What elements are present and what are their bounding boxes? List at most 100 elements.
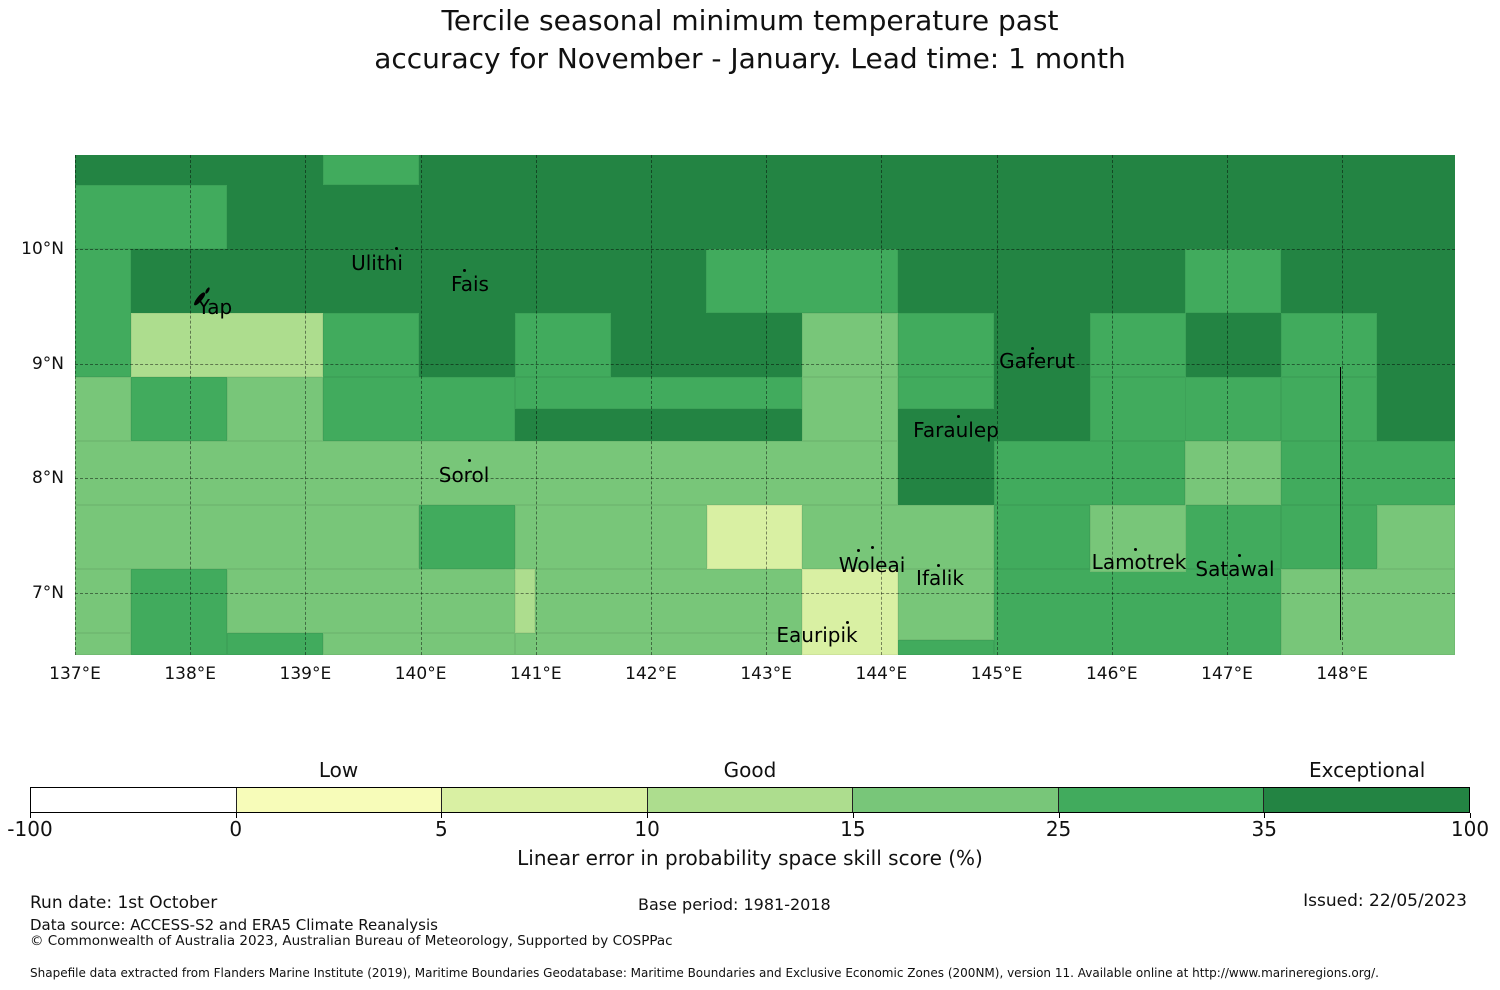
colorbar-tick-mark <box>1264 813 1266 818</box>
y-axis-tick-label: 7°N <box>31 583 64 603</box>
map-gridline-horizontal <box>75 249 1455 250</box>
map-cell <box>1281 569 1455 655</box>
map-cell <box>898 313 994 377</box>
colorbar-segment <box>852 788 1058 812</box>
colorbar-tick-mark <box>235 813 237 818</box>
run-date-text: Run date: 1st October <box>30 893 218 913</box>
colorbar-tick-label: 10 <box>634 817 660 841</box>
chart-title-line1: Tercile seasonal minimum temperature pas… <box>441 4 1059 37</box>
map-cell <box>131 377 227 441</box>
island-dot-lamotrek <box>1134 548 1137 551</box>
map-cell <box>898 569 994 640</box>
map-cell <box>1185 441 1281 505</box>
map-cell <box>1281 377 1377 441</box>
colorbar-tick-mark <box>1470 813 1471 818</box>
map-gridline-vertical <box>535 155 537 655</box>
map-cell <box>227 633 323 655</box>
map-cell <box>515 633 802 655</box>
map-cell <box>535 569 802 633</box>
colorbar-tick-label: 0 <box>229 817 243 841</box>
map-cell <box>1185 249 1281 313</box>
map-cell <box>75 441 898 505</box>
island-dot-ifalik <box>937 564 940 567</box>
map-gridline-vertical <box>881 155 883 655</box>
colorbar-tick-label: 5 <box>435 817 448 841</box>
map-gridline-vertical <box>190 155 192 655</box>
map-cell <box>1090 505 1186 572</box>
island-label-sorol: Sorol <box>438 463 490 487</box>
colorbar-segment <box>646 788 853 812</box>
data-source-text: Data source: ACCESS-S2 and ERA5 Climate … <box>30 916 438 934</box>
x-axis-tick-label: 138°E <box>164 664 217 684</box>
map-cell <box>323 377 515 441</box>
map-gridline-vertical <box>1227 155 1228 655</box>
chart-title-line2: accuracy for November - January. Lead ti… <box>374 42 1126 75</box>
map-gridline-vertical <box>1111 155 1113 655</box>
eez-boundary-line <box>1340 367 1341 640</box>
map-cell <box>802 377 898 441</box>
skill-score-map: Yap Ulithi Fais Sorol Gaferut Faraulep Woleai I… <box>75 155 1455 655</box>
colorbar-segment <box>235 788 442 812</box>
x-axis-tick-label: 139°E <box>279 664 332 684</box>
map-cell <box>707 505 802 569</box>
map-cell <box>323 313 419 377</box>
copyright-text: © Commonwealth of Australia 2023, Austra… <box>30 933 673 949</box>
x-axis-tick-label: 146°E <box>1085 664 1138 684</box>
colorbar-category-label: Good <box>723 758 777 782</box>
x-axis-tick-label: 145°E <box>970 664 1023 684</box>
map-gridline-horizontal <box>75 363 1455 365</box>
map-cell <box>419 505 515 569</box>
map-cell <box>802 505 994 569</box>
colorbar-category-label: Low <box>318 758 359 782</box>
island-label-woleai: Woleai <box>838 553 906 577</box>
map-cell <box>1090 313 1186 377</box>
map-cell <box>75 633 131 655</box>
colorbar-tick-label: 15 <box>840 817 866 841</box>
colorbar-tick-mark <box>1058 813 1060 818</box>
x-axis-tick-label: 148°E <box>1316 664 1369 684</box>
island-label-gaferut: Gaferut <box>999 349 1075 373</box>
island-dot-sorol <box>468 459 471 462</box>
island-dot-satawal <box>1238 554 1241 557</box>
map-cell <box>515 313 611 377</box>
x-axis-tick-label: 137°E <box>49 664 101 684</box>
island-dot-woleai <box>871 546 874 549</box>
issued-date-text: Issued: 22/05/2023 <box>1303 891 1467 911</box>
map-cell <box>994 441 1185 505</box>
map-gridline-vertical <box>420 155 422 655</box>
map-cell <box>515 505 707 569</box>
map-cell <box>898 640 994 655</box>
map-cell <box>75 505 419 569</box>
x-axis-tick-label: 147°E <box>1201 664 1253 684</box>
map-cell <box>802 569 898 655</box>
island-dot-fais <box>463 269 466 272</box>
x-axis-tick-label: 144°E <box>855 664 908 684</box>
island-label-lamotrek: Lamotrek <box>1091 550 1187 574</box>
x-axis-tick-label: 143°E <box>740 664 793 684</box>
colorbar-segment <box>1263 788 1470 812</box>
colorbar-segment <box>31 788 236 812</box>
colorbar-category-label: Exceptional <box>1309 758 1426 782</box>
colorbar-tick-label: 25 <box>1045 817 1072 841</box>
map-cell <box>75 377 131 441</box>
island-label-yap: Yap <box>197 295 233 319</box>
x-axis-tick-label: 141°E <box>509 664 562 684</box>
map-gridline-horizontal <box>75 593 1455 594</box>
colorbar-segment <box>1057 788 1264 812</box>
map-cell <box>706 249 898 313</box>
map-gridline-horizontal <box>75 478 1455 480</box>
map-gridline-vertical <box>996 155 998 655</box>
map-cell <box>1281 505 1377 569</box>
island-dot-gaferut <box>1031 347 1034 350</box>
map-cell <box>75 185 227 249</box>
map-cell <box>802 313 898 377</box>
map-cell <box>1090 377 1186 441</box>
colorbar <box>30 787 1470 813</box>
map-cell <box>1377 505 1455 569</box>
x-axis-tick-label: 142°E <box>625 664 677 684</box>
island-label-faraulep: Faraulep <box>913 418 999 442</box>
colorbar-tick-mark <box>647 813 649 818</box>
island-dot-woleai <box>857 549 860 552</box>
map-cell <box>1281 313 1377 377</box>
